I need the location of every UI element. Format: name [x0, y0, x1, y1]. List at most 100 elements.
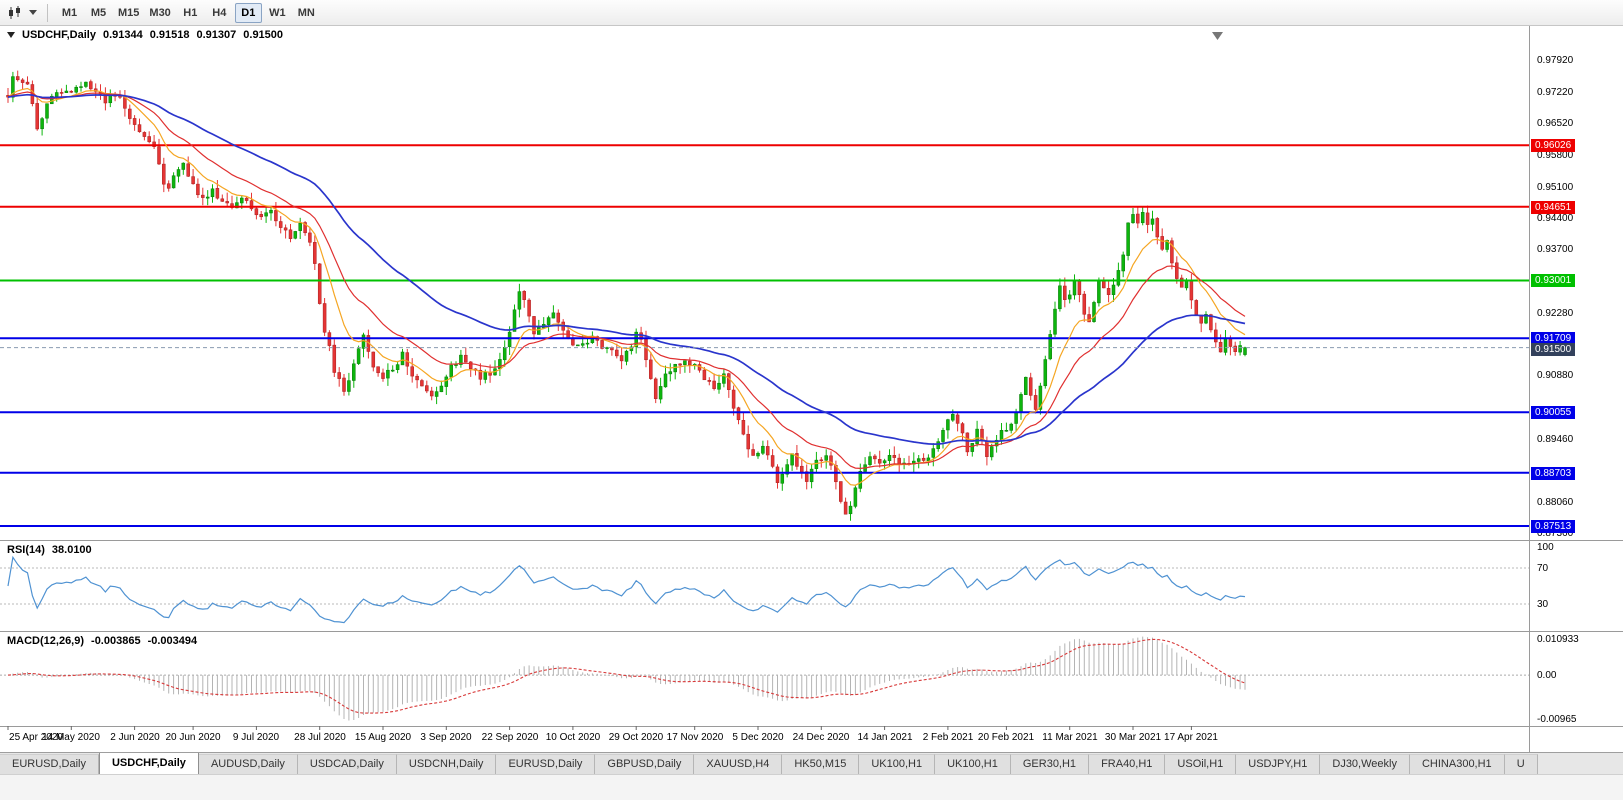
macd-histogram-layer	[12, 636, 1246, 721]
timeframe-button-h1[interactable]: H1	[183, 6, 198, 19]
timeframe-button-d1[interactable]: D1	[234, 2, 262, 23]
candle-up	[1058, 285, 1062, 310]
candle-down	[702, 369, 707, 381]
chart-tab[interactable]: USOil,H1	[1165, 754, 1237, 774]
candle-down	[478, 369, 483, 380]
timeframe-button-m15[interactable]: M15	[118, 6, 140, 19]
candle-down	[1160, 236, 1164, 250]
candle-up	[11, 76, 15, 98]
ma-10-line	[7, 87, 1246, 486]
chart-tab[interactable]: GER30,H1	[1010, 754, 1090, 774]
candle-up	[361, 334, 366, 349]
candle-up	[1111, 284, 1116, 295]
candle-up	[809, 468, 814, 483]
timeframe-button-h4[interactable]: H4	[212, 6, 227, 19]
candle-up	[1223, 337, 1228, 353]
candle-up	[1243, 347, 1247, 355]
chart-tab[interactable]: FRA40,H1	[1089, 754, 1166, 774]
chart-tab[interactable]: UK100,H1	[859, 754, 936, 774]
dropdown-caret-icon[interactable]	[29, 10, 37, 15]
candle-down	[712, 380, 716, 389]
chart-tab[interactable]: USDCAD,Daily	[297, 754, 397, 774]
chart-tab[interactable]: CHINA300,H1	[1409, 754, 1505, 774]
candle-down	[1106, 288, 1111, 295]
candle-down	[522, 291, 526, 300]
candle-up	[551, 312, 556, 319]
candle-up	[1140, 212, 1145, 224]
candle-up	[1204, 314, 1208, 324]
chart-tab[interactable]: USDCNH,Daily	[396, 754, 497, 774]
candle-up	[1067, 294, 1072, 300]
triangle-down-icon	[7, 32, 15, 38]
timeframe-button-m1[interactable]: M1	[61, 6, 78, 19]
candle-down	[410, 366, 414, 377]
candle-down	[283, 227, 288, 231]
candle-down	[644, 338, 648, 361]
candle-up	[629, 346, 634, 352]
candle-down	[15, 76, 20, 81]
chart-tab[interactable]: GBPUSD,Daily	[595, 754, 695, 774]
chart-region[interactable]: USDCHF,Daily 0.91344 0.91518 0.91307 0.9…	[0, 26, 1623, 752]
candle-up	[1019, 394, 1023, 413]
chart-tab[interactable]: HK50,M15	[782, 754, 860, 774]
ohlc-high: 0.91518	[149, 29, 190, 41]
chart-tab[interactable]: DJ30,Weekly	[1320, 754, 1410, 774]
candle-up	[916, 458, 921, 462]
candle-down	[532, 316, 536, 335]
candle-up	[936, 441, 940, 449]
candle-down	[649, 359, 653, 379]
chart-tab[interactable]: UK100,H1	[935, 754, 1011, 774]
candle-up	[1004, 430, 1009, 432]
candle-up	[1053, 308, 1057, 335]
candle-up	[663, 373, 668, 388]
candle-up	[439, 385, 444, 393]
candle-down	[843, 501, 848, 515]
candle-down	[464, 354, 468, 363]
candle-down	[225, 201, 229, 204]
candle-down	[653, 378, 658, 399]
candle-up	[1131, 214, 1135, 224]
candle-down	[342, 377, 346, 392]
candle-up	[293, 231, 298, 239]
timeframe-button-mn[interactable]: MN	[297, 6, 315, 19]
chart-tab[interactable]: XAUUSD,H4	[694, 754, 783, 774]
candle-up	[298, 222, 302, 231]
chart-tab-active[interactable]: USDCHF,Daily	[98, 753, 199, 774]
candle-up	[264, 212, 268, 217]
macd-title: MACD(12,26,9)	[7, 635, 85, 647]
timeframe-button-w1[interactable]: W1	[269, 6, 286, 19]
chart-shift-marker-icon[interactable]	[1212, 32, 1223, 40]
candle-down	[128, 108, 132, 119]
candle-down	[892, 455, 897, 458]
candle-down	[707, 380, 712, 382]
candle-down	[313, 242, 317, 264]
candle-down	[244, 197, 249, 201]
candlestick-chart-icon[interactable]	[5, 4, 25, 22]
candle-down	[775, 466, 780, 483]
candle-up	[580, 343, 585, 346]
chart-tab[interactable]: EURUSD,Daily	[0, 754, 99, 774]
candle-down	[322, 303, 327, 333]
candle-up	[999, 430, 1004, 441]
candle-up	[658, 386, 663, 400]
timeframe-buttons: M1 M5 M15 M30 H1 H4 D1 W1 MN	[56, 2, 320, 23]
timeframe-button-m5[interactable]: M5	[90, 6, 107, 19]
candle-down	[770, 455, 775, 467]
candle-up	[84, 81, 88, 87]
price-chart-canvas[interactable]	[0, 26, 1623, 752]
candle-down	[123, 97, 127, 109]
chart-tab[interactable]: USDJPY,H1	[1236, 754, 1321, 774]
candle-up	[176, 169, 181, 177]
candle-down	[1194, 300, 1199, 315]
candle-down	[191, 176, 195, 185]
candle-down	[162, 163, 166, 185]
candle-up	[1024, 376, 1028, 395]
chart-tab[interactable]: U	[1504, 754, 1538, 774]
candle-down	[619, 355, 624, 362]
chart-tab[interactable]: AUDUSD,Daily	[198, 754, 298, 774]
macd-signal-value: -0.003494	[147, 635, 198, 647]
chart-tab[interactable]: EURUSD,Daily	[496, 754, 596, 774]
candle-up	[1014, 411, 1018, 424]
timeframe-button-m30[interactable]: M30	[149, 6, 171, 19]
